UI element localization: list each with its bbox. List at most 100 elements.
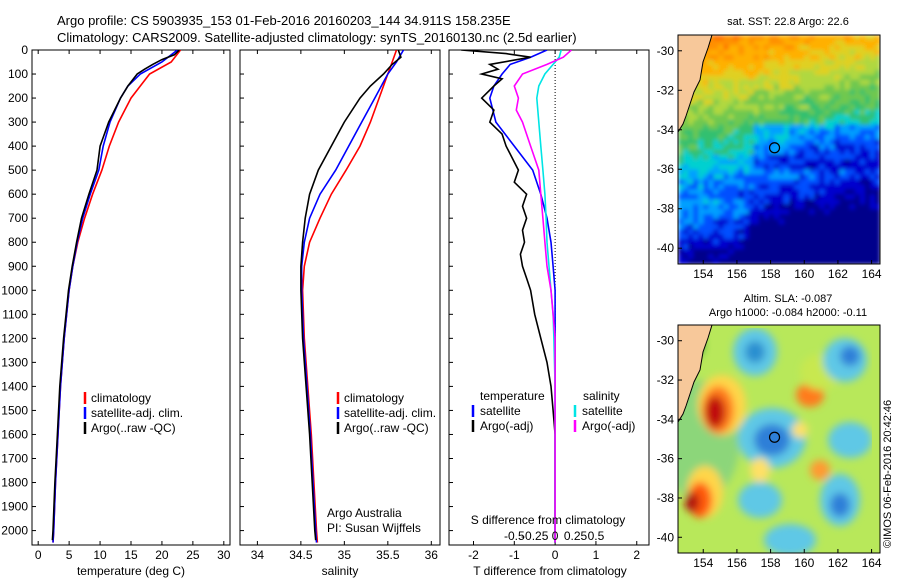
sst-cell: [678, 244, 684, 250]
sst-cell: [824, 54, 831, 61]
sst-cell: [723, 209, 730, 215]
series-line-salinity-argo-adj-: [513, 50, 572, 543]
difference-series: [461, 50, 572, 543]
sst-cell: [804, 174, 810, 180]
sst-cell: [748, 154, 755, 161]
sst-cell: [678, 154, 684, 161]
sst-cell: [728, 184, 735, 190]
sst-cell: [698, 94, 704, 101]
sst-cell: [849, 184, 856, 190]
sst-cell: [688, 224, 694, 230]
sst-cell: [829, 104, 836, 111]
sst-cell: [683, 144, 689, 151]
sst-cell: [748, 84, 755, 91]
sst-cell: [713, 89, 719, 96]
sst-cell: [748, 219, 755, 225]
sst-cell: [693, 174, 699, 180]
difference-x-ticks: -2 -1 0 1 2: [449, 49, 640, 562]
sst-cell: [698, 239, 704, 245]
sst-cell: [849, 149, 856, 156]
sst-cell: [738, 59, 745, 66]
sst-cell: [814, 79, 820, 86]
sst-cell: [773, 119, 780, 126]
sst-cell: [819, 49, 826, 56]
sst-cell: [854, 189, 861, 195]
sst-cell: [678, 254, 684, 260]
sst-cell: [738, 119, 745, 126]
sst-cell: [678, 214, 684, 220]
sst-cell: [854, 35, 861, 41]
sst-cell: [713, 119, 719, 126]
sst-cell: [713, 169, 719, 175]
sst-cell: [814, 194, 820, 200]
sst-cell: [723, 214, 730, 220]
sst-cell: [824, 59, 831, 66]
sst-cell: [874, 254, 880, 260]
sst-cell: [768, 139, 775, 146]
sst-cell: [768, 249, 775, 255]
sst-cell: [688, 219, 694, 225]
sst-cell: [688, 119, 694, 126]
sst-cell: [678, 179, 684, 185]
legend-climatology-label: climatology: [344, 391, 404, 405]
sst-cell: [799, 149, 805, 156]
sst-cell: [804, 114, 810, 121]
sst-cell: [854, 244, 861, 250]
sst-cell: [708, 114, 714, 121]
sst-cell: [789, 74, 795, 81]
sst-cell: [753, 189, 760, 195]
sst-cell: [859, 144, 866, 151]
sst-cell: [824, 49, 831, 56]
sst-cell: [748, 244, 755, 250]
sst-cell: [738, 229, 745, 235]
sst-cell: [693, 259, 699, 264]
sst-cell: [804, 79, 810, 86]
sst-cell: [723, 69, 730, 76]
sst-cell: [703, 94, 709, 101]
sst-cell: [683, 119, 689, 126]
sst-cell: [849, 259, 856, 264]
sst-cell: [854, 114, 861, 121]
sst-cell: [743, 164, 750, 171]
temperature-legend: climatology satellite-adj. clim. Argo(..…: [83, 391, 183, 435]
sst-cell: [743, 249, 750, 255]
sst-cell: [869, 35, 876, 41]
sst-cell: [718, 224, 725, 230]
sst-cell: [718, 134, 725, 141]
sst-cell: [869, 224, 876, 230]
sst-cell: [773, 104, 780, 111]
sst-cell: [738, 244, 745, 250]
sst-cell: [713, 219, 719, 225]
sst-cell: [834, 44, 841, 51]
sst-cell: [743, 59, 750, 66]
sst-cell: [869, 74, 876, 81]
sst-cell: [753, 209, 760, 215]
sst-cell: [708, 89, 714, 96]
sst-cell: [829, 134, 836, 141]
sst-cell: [869, 104, 876, 111]
sst-cell: [874, 179, 880, 185]
sst-cell: [829, 49, 836, 56]
sst-cell: [794, 194, 800, 200]
sst-cell: [698, 244, 704, 250]
sst-cell: [859, 199, 866, 205]
sst-cell: [779, 59, 785, 66]
sst-cell: [864, 159, 871, 166]
sst-cell: [829, 144, 836, 151]
sst-cell: [678, 234, 684, 240]
sst-cell: [804, 49, 810, 56]
sst-cell: [844, 35, 851, 41]
sst-cell: [804, 139, 810, 146]
sst-cell: [693, 214, 699, 220]
sst-cell: [733, 209, 740, 215]
sst-cell: [804, 199, 810, 205]
sst-cell: [768, 39, 775, 46]
sst-cell: [713, 79, 719, 86]
x-tick-label: -2: [468, 548, 479, 562]
sst-cell: [753, 174, 760, 180]
sst-cell: [703, 174, 709, 180]
sst-cell: [804, 104, 810, 111]
sst-cell: [844, 144, 851, 151]
sst-cell: [713, 254, 719, 260]
sst-cell: [874, 149, 880, 156]
